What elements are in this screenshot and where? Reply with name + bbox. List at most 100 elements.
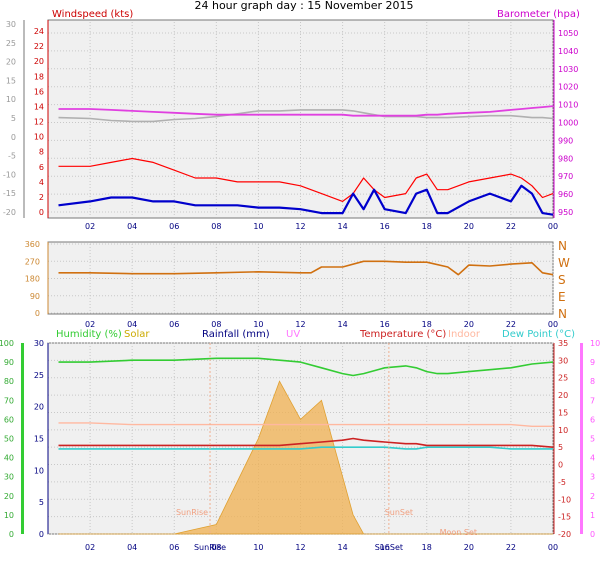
humidity-tick-label: 70: [4, 396, 14, 405]
uv-tick-label: 8: [590, 377, 595, 386]
uv-tick-label: 9: [590, 358, 595, 367]
moonset-label: Moon Set: [440, 528, 477, 537]
x-tick-label: 16: [380, 320, 390, 329]
x-tick-label: 16: [380, 222, 390, 231]
uv-tick-label: 5: [590, 435, 595, 444]
x-tick-label: 20: [464, 543, 474, 552]
humidity-line: [58, 357, 554, 377]
legend-entry: UV: [286, 329, 300, 340]
barometer-tick-label: 960: [558, 190, 573, 199]
barometer-line: [58, 105, 554, 117]
solar-area: [58, 380, 553, 535]
uv-tick-label: 4: [590, 454, 595, 463]
x-tick-label: 06: [169, 222, 179, 231]
windspeed-tick-label: 4: [39, 178, 44, 187]
x-tick-label: 02: [85, 222, 95, 231]
x-tick-label: 16: [380, 543, 390, 552]
average-speed-line: [58, 184, 554, 216]
humidity-tick-label: 10: [4, 511, 14, 520]
temperature-panel-ticks: 35302520151050-5-10-15-20100908070605040…: [0, 339, 600, 539]
x-tick-label: 10: [253, 222, 263, 231]
legend-entry: Dew Point (°C): [502, 329, 575, 340]
rainfall-tick-label: 30: [34, 339, 44, 348]
temperature-tick-label: 25: [558, 374, 568, 383]
legend-entry: Temperature (°C): [359, 329, 446, 340]
compass-label: E: [558, 290, 566, 304]
uv-tick-label: 6: [590, 415, 595, 424]
temperature-panel-series: [58, 357, 554, 535]
humidity-tick-label: 100: [0, 339, 14, 348]
temperature-tick-label: 30: [558, 356, 568, 365]
x-tick-label: 14: [337, 543, 347, 552]
outer-tick-label: 10: [6, 95, 16, 104]
legend-entry: Solar: [124, 329, 150, 340]
x-tick-label: 04: [127, 320, 137, 329]
x-tick-label: 22: [506, 543, 516, 552]
direction-tick-label: 360: [25, 240, 40, 249]
wind-panel-gridlines: [48, 22, 554, 217]
barometer-tick-label: 1010: [558, 101, 578, 110]
temperature-tick-label: 15: [558, 408, 568, 417]
temperature-tick-label: 0: [558, 461, 563, 470]
outer-tick-label: -10: [3, 170, 16, 179]
indoor-line: [58, 422, 553, 427]
uv-tick-label: 2: [590, 492, 595, 501]
graph-title: 24 hour graph day : 15 November 2015: [194, 0, 413, 12]
x-tick-label: 00: [548, 222, 558, 231]
uv-axis-bar: [580, 343, 583, 534]
barometer-tick-label: 1000: [558, 119, 578, 128]
humidity-tick-label: 60: [4, 415, 14, 424]
barometer-axis-label: Barometer (hpa): [497, 9, 580, 20]
temperature-tick-label: -5: [558, 478, 566, 487]
temperature-tick-label: 20: [558, 391, 568, 400]
humidity-tick-label: 80: [4, 377, 14, 386]
x-tick-label: 14: [337, 320, 347, 329]
compass-label: N: [558, 307, 567, 321]
humidity-axis-bar: [21, 343, 24, 534]
temperature-tick-label: -15: [558, 513, 571, 522]
uv-tick-label: 3: [590, 473, 595, 482]
x-tick-label: 20: [464, 222, 474, 231]
temperature-tick-label: -10: [558, 495, 571, 504]
windspeed-tick-label: 12: [34, 118, 44, 127]
humidity-tick-label: 20: [4, 492, 14, 501]
humidity-tick-label: 40: [4, 454, 14, 463]
x-tick-label: 22: [506, 320, 516, 329]
temperature-line: [58, 437, 554, 448]
direction-tick-label: 90: [30, 292, 40, 301]
x-tick-label: 22: [506, 222, 516, 231]
legend-entry: Indoor: [448, 329, 481, 340]
windspeed-tick-label: 2: [39, 193, 44, 202]
legend-entry: Humidity (%): [56, 329, 122, 340]
direction-tick-label: 180: [25, 275, 40, 284]
wind-panel-ticks: 1050104010301020101010009909809709609502…: [3, 20, 578, 217]
uv-tick-label: 0: [590, 530, 595, 539]
sunrise-label: SunRise: [176, 508, 208, 517]
direction-tick-label: 0: [35, 309, 40, 318]
windspeed-tick-label: 24: [34, 27, 44, 36]
sunset-axis-label: SunSet: [375, 543, 403, 552]
barometer-tick-label: 1020: [558, 83, 578, 92]
x-tick-label: 12: [295, 543, 305, 552]
temperature-tick-label: 35: [558, 339, 568, 348]
outer-tick-label: -20: [3, 208, 16, 217]
barometer-tick-label: 1050: [558, 29, 578, 38]
rainfall-tick-label: 15: [34, 435, 44, 444]
sun-moon-annotations: SunRise SunSet Moon Set SunRise SunSet: [176, 343, 477, 552]
indoor-barometer-line: [58, 109, 554, 123]
rainfall-tick-label: 20: [34, 403, 44, 412]
windspeed-tick-label: 16: [34, 87, 44, 96]
rainfall-tick-label: 25: [34, 371, 44, 380]
outer-tick-label: 15: [6, 76, 16, 85]
x-tick-label: 08: [211, 320, 221, 329]
humidity-tick-label: 0: [9, 530, 14, 539]
humidity-tick-label: 90: [4, 358, 14, 367]
humidity-tick-label: 50: [4, 435, 14, 444]
windspeed-tick-label: 18: [34, 72, 44, 81]
x-tick-label: 18: [422, 320, 432, 329]
rainfall-tick-label: 5: [39, 498, 44, 507]
windspeed-tick-label: 0: [39, 208, 44, 217]
wind-direction-line: [58, 260, 554, 276]
windspeed-axis-label: Windspeed (kts): [52, 9, 133, 20]
